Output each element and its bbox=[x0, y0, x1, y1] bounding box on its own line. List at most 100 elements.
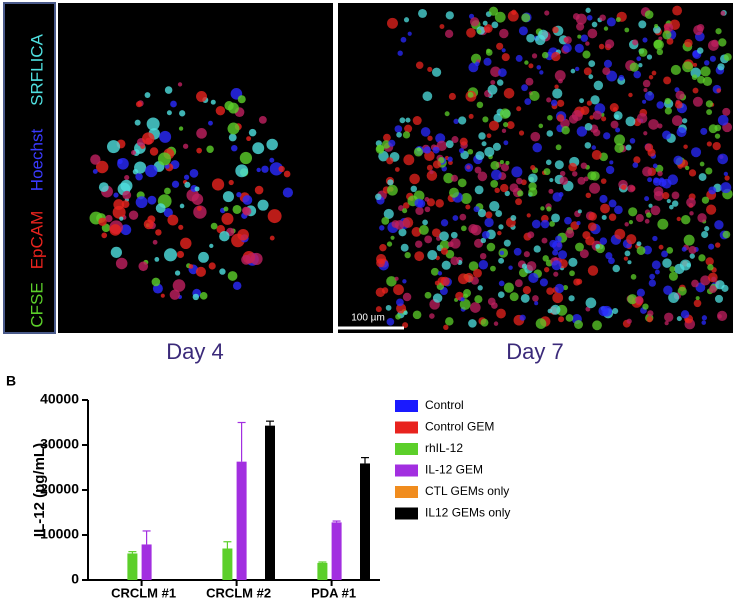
cell bbox=[445, 140, 454, 149]
cell bbox=[693, 62, 698, 67]
cell bbox=[609, 160, 614, 165]
cell bbox=[448, 92, 456, 101]
cell bbox=[208, 120, 213, 126]
cell bbox=[561, 126, 570, 135]
cell bbox=[208, 262, 216, 270]
cell bbox=[700, 66, 711, 77]
legend-swatch bbox=[395, 486, 418, 498]
cell bbox=[451, 136, 459, 144]
cell bbox=[427, 66, 433, 72]
cell bbox=[564, 36, 572, 44]
cell bbox=[644, 91, 655, 101]
cell bbox=[646, 316, 653, 323]
cell bbox=[541, 51, 549, 59]
cell bbox=[413, 147, 423, 157]
cell bbox=[450, 231, 458, 239]
cell bbox=[642, 37, 648, 43]
cell bbox=[612, 307, 619, 315]
cell bbox=[568, 257, 578, 267]
cell bbox=[646, 54, 653, 60]
cell bbox=[498, 68, 507, 77]
cell bbox=[482, 20, 488, 26]
cell bbox=[477, 208, 487, 218]
cell bbox=[688, 245, 697, 255]
cell bbox=[669, 266, 676, 273]
cell bbox=[468, 319, 477, 328]
cell bbox=[592, 129, 601, 137]
cell bbox=[618, 74, 625, 81]
cell bbox=[526, 213, 531, 218]
bar bbox=[141, 544, 152, 580]
cell bbox=[551, 51, 561, 62]
cell bbox=[697, 75, 705, 84]
cell bbox=[228, 102, 239, 114]
cell bbox=[706, 141, 712, 147]
cell bbox=[636, 288, 645, 297]
cell bbox=[412, 116, 422, 126]
cell bbox=[532, 295, 539, 302]
legend-swatch bbox=[395, 507, 418, 520]
cell bbox=[706, 204, 717, 215]
cell bbox=[182, 143, 189, 149]
cell bbox=[523, 251, 530, 258]
cell bbox=[402, 292, 412, 302]
cell bbox=[534, 34, 546, 46]
cell bbox=[254, 185, 264, 195]
scale-label: 100 µm bbox=[351, 313, 385, 324]
cell bbox=[481, 231, 490, 239]
cell bbox=[135, 173, 143, 181]
cell bbox=[601, 214, 607, 220]
cell bbox=[440, 219, 449, 227]
cell bbox=[493, 321, 499, 326]
cell bbox=[460, 297, 465, 302]
cell bbox=[483, 24, 493, 33]
cell bbox=[668, 271, 678, 281]
cell bbox=[686, 197, 696, 208]
cell bbox=[526, 261, 537, 271]
cell bbox=[716, 310, 728, 321]
cell bbox=[484, 217, 494, 228]
cell bbox=[478, 132, 486, 140]
cell bbox=[698, 173, 707, 181]
cell bbox=[624, 222, 629, 227]
cell bbox=[584, 122, 593, 131]
cell bbox=[405, 117, 411, 123]
cell bbox=[585, 236, 595, 246]
cell bbox=[684, 317, 690, 323]
cell bbox=[683, 144, 688, 149]
cell bbox=[432, 160, 441, 169]
cell bbox=[534, 301, 539, 306]
cell bbox=[662, 30, 672, 40]
cell bbox=[232, 281, 242, 291]
cell bbox=[98, 182, 109, 193]
cell bbox=[684, 38, 693, 48]
cell bbox=[459, 213, 467, 221]
cell bbox=[409, 173, 420, 185]
cell bbox=[642, 79, 651, 88]
cell bbox=[386, 184, 398, 196]
cell bbox=[552, 26, 559, 34]
cell bbox=[632, 162, 639, 168]
cell bbox=[632, 39, 639, 46]
cell bbox=[689, 253, 695, 259]
cell bbox=[704, 226, 710, 232]
cell bbox=[261, 165, 269, 173]
cell bbox=[489, 201, 500, 212]
cell bbox=[540, 219, 550, 229]
cell bbox=[587, 265, 599, 276]
cell bbox=[418, 8, 427, 18]
cell bbox=[577, 176, 586, 185]
cell bbox=[666, 247, 674, 254]
cell bbox=[283, 170, 291, 178]
cell bbox=[503, 122, 509, 128]
legend-label: IL-12 GEM bbox=[425, 463, 483, 477]
cell bbox=[638, 20, 647, 29]
cell bbox=[674, 100, 683, 109]
cell bbox=[488, 120, 500, 131]
cell bbox=[481, 141, 487, 147]
cell bbox=[591, 145, 597, 150]
cell bbox=[430, 267, 439, 276]
cell bbox=[431, 67, 442, 77]
cell bbox=[591, 150, 602, 160]
cell bbox=[705, 100, 714, 108]
